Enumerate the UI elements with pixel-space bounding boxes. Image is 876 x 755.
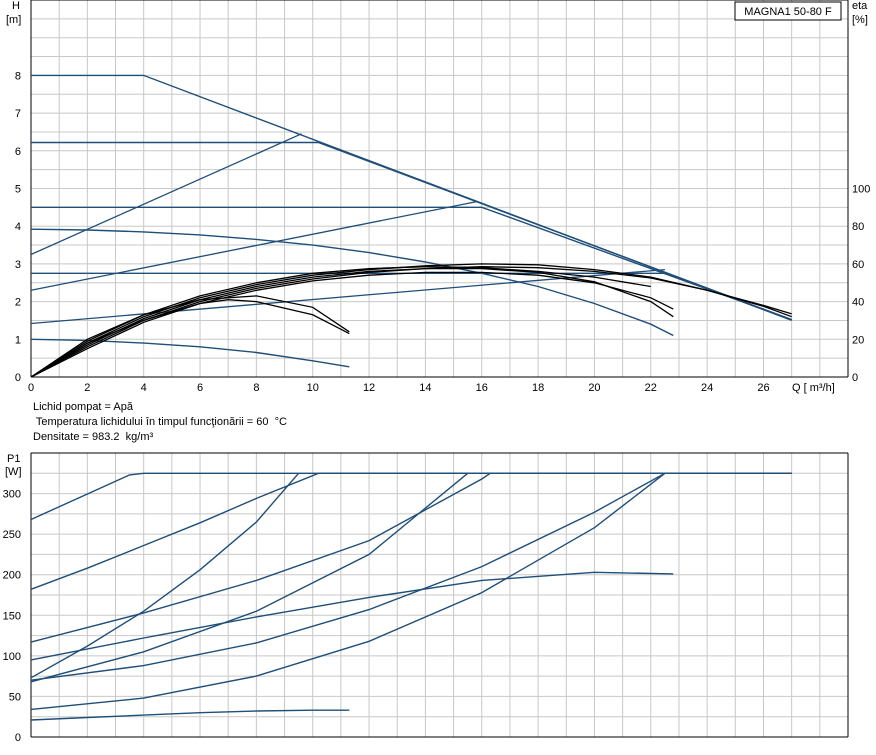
power-chart-axes: [30, 452, 849, 738]
y-tick-label: 4: [15, 221, 21, 233]
y2-axis-label-eta: eta: [852, 0, 868, 12]
x-tick-label: 18: [532, 382, 544, 394]
info-density: Densitate = 983.2 kg/m³: [33, 431, 154, 443]
model-label-box: [734, 1, 842, 21]
efficiency-curve: [30, 267, 674, 378]
x-tick-label: 8: [253, 382, 259, 394]
head-chart-axes: [30, 0, 849, 378]
y2-tick-label: 80: [852, 221, 864, 233]
y2-tick-label: 20: [852, 334, 864, 346]
power-curve: [30, 472, 792, 590]
system-curve: [30, 201, 477, 291]
x-tick-label: 0: [28, 382, 34, 394]
head-curve: [31, 272, 792, 321]
y2-axis-unit-eta: [%]: [852, 14, 868, 26]
y-axis-label-h: H: [12, 0, 20, 12]
power-chart-curves: [30, 472, 792, 721]
y2-tick-label: 100: [852, 184, 870, 196]
y-tick-label: 100: [3, 651, 21, 663]
power-curve: [30, 472, 469, 683]
x-tick-label: 6: [197, 382, 203, 394]
power-curve: [30, 472, 666, 711]
y2-tick-label: 60: [852, 259, 864, 271]
power-curve: [30, 571, 674, 661]
y2-tick-label: 40: [852, 297, 864, 309]
y2-tick-label: 0: [852, 372, 858, 384]
model-label: MAGNA1 50-80 F: [744, 6, 832, 18]
y-tick-label: 200: [3, 570, 21, 582]
head-curve: [30, 228, 674, 337]
y-tick-label: 7: [15, 108, 21, 120]
x-tick-label: 16: [476, 382, 488, 394]
efficiency-curve: [30, 295, 350, 378]
y-tick-label: 0: [15, 732, 21, 744]
efficiency-curve: [30, 271, 674, 378]
power-curve: [30, 472, 792, 521]
x-tick-label: 20: [588, 382, 600, 394]
power-curve: [30, 472, 792, 643]
y-tick-label: 8: [15, 70, 21, 82]
x-tick-label: 12: [363, 382, 375, 394]
y-tick-label: 1: [15, 334, 21, 346]
head-curve: [31, 141, 792, 321]
y-axis-label-p1: P1: [7, 453, 20, 465]
head-curve: [30, 338, 350, 368]
info-pumped-liquid: Lichid pompat = Apă: [33, 401, 133, 413]
info-liquid-temperature: Temperatura lichidului în timpul funcţio…: [33, 416, 287, 428]
y-tick-label: 5: [15, 184, 21, 196]
y-tick-label: 6: [15, 146, 21, 158]
x-tick-label: 4: [141, 382, 147, 394]
y-tick-label: 50: [9, 691, 21, 703]
y-tick-label: 250: [3, 529, 21, 541]
efficiency-curve: [30, 299, 350, 378]
x-tick-label: 14: [419, 382, 431, 394]
power-curve: [30, 472, 300, 679]
y-axis-unit-h: [m]: [6, 14, 21, 26]
y-tick-label: 300: [3, 489, 21, 501]
power-chart-labels: 0 50 100 150 200 250 300: [3, 489, 21, 744]
system-curve: [30, 133, 302, 256]
x-axis-label-q: Q [ m³/h]: [792, 382, 835, 394]
x-tick-label: 2: [84, 382, 90, 394]
power-curve: [30, 709, 350, 721]
y-tick-label: 150: [3, 610, 21, 622]
x-tick-label: 24: [701, 382, 713, 394]
x-tick-label: 26: [757, 382, 769, 394]
head-chart-curves: [30, 74, 792, 378]
x-tick-label: 22: [645, 382, 657, 394]
y-tick-label: 0: [15, 372, 21, 384]
x-tick-label: 10: [307, 382, 319, 394]
y-tick-label: 3: [15, 259, 21, 271]
head-chart-grid: [31, 0, 848, 377]
y-tick-label: 2: [15, 297, 21, 309]
power-curve: [30, 472, 792, 681]
y-axis-unit-p1: [W]: [5, 466, 22, 478]
